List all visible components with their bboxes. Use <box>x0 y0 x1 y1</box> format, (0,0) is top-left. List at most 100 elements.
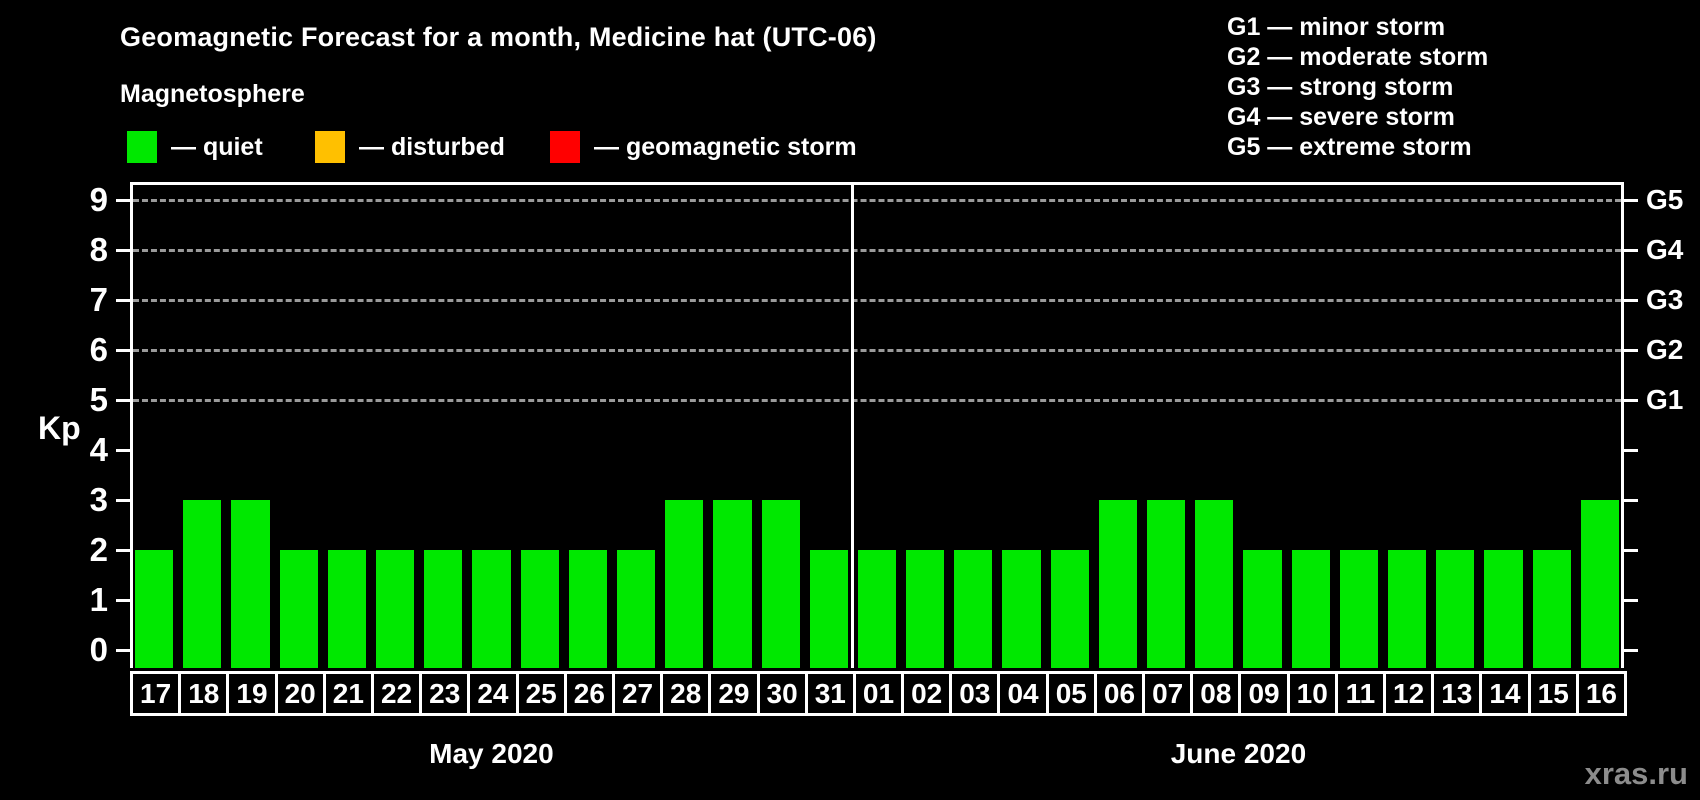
legend-label-geomagnetic-storm: — geomagnetic storm <box>594 132 857 161</box>
kp-bar-day-15 <box>1532 550 1571 668</box>
gridline-kp7 <box>133 299 1621 302</box>
day-label-23: 23 <box>419 671 468 716</box>
right-axis-tick <box>1624 449 1638 452</box>
kp-bar-day-12 <box>1388 550 1427 668</box>
kp-bar-day-14 <box>1484 550 1523 668</box>
kp-bar-day-29 <box>713 500 752 668</box>
month-label-may: May 2020 <box>429 738 554 769</box>
right-axis-tick <box>1624 249 1638 252</box>
kp-bar-day-31 <box>809 550 848 668</box>
day-label-24: 24 <box>467 671 516 716</box>
g-scale-label-g5: G5 <box>1646 184 1684 215</box>
legend-item-geomagnetic-storm: — geomagnetic storm <box>550 131 857 163</box>
disturbed-color-swatch <box>315 131 345 163</box>
right-axis-tick <box>1624 399 1638 402</box>
quiet-color-swatch <box>127 131 157 163</box>
right-axis-tick <box>1624 649 1638 652</box>
y-axis-tick <box>116 549 130 552</box>
day-label-10: 10 <box>1286 671 1335 716</box>
y-axis-label-4: 4 <box>89 431 108 468</box>
day-label-27: 27 <box>611 671 661 716</box>
kp-bar-day-23 <box>424 550 463 668</box>
day-label-29: 29 <box>708 671 757 716</box>
day-label-16: 16 <box>1575 671 1627 716</box>
kp-bar-day-20 <box>279 550 318 668</box>
day-label-08: 08 <box>1190 671 1239 716</box>
kp-bar-day-25 <box>520 550 559 668</box>
day-label-01: 01 <box>852 671 902 716</box>
chart-title: Geomagnetic Forecast for a month, Medici… <box>120 22 877 52</box>
kp-bar-day-05 <box>1050 550 1089 668</box>
y-axis-label-5: 5 <box>89 381 108 418</box>
y-axis-label-6: 6 <box>89 331 108 368</box>
g4-legend-line: G4 — severe storm <box>1227 103 1455 131</box>
g3-legend-line: G3 — strong storm <box>1227 73 1454 101</box>
g1-legend-line: G1 — minor storm <box>1227 13 1446 41</box>
right-axis-tick <box>1624 349 1638 352</box>
kp-bar-day-10 <box>1291 550 1330 668</box>
day-label-25: 25 <box>515 671 564 716</box>
gridline-kp9 <box>133 199 1621 202</box>
geomagnetic-storm-color-swatch <box>550 131 580 163</box>
kp-bar-day-22 <box>375 550 415 668</box>
y-axis-label-9: 9 <box>89 181 108 218</box>
day-label-17: 17 <box>130 671 179 716</box>
day-label-18: 18 <box>178 671 227 716</box>
day-label-12: 12 <box>1383 671 1432 716</box>
day-label-06: 06 <box>1093 671 1143 716</box>
y-axis-tick <box>116 499 130 502</box>
day-label-19: 19 <box>226 671 275 716</box>
legend-label-quiet: — quiet <box>171 132 263 161</box>
day-label-31: 31 <box>804 671 853 716</box>
y-axis-label-1: 1 <box>89 581 108 618</box>
kp-bar-day-19 <box>231 500 270 668</box>
day-label-13: 13 <box>1431 671 1480 716</box>
kp-bar-day-03 <box>954 550 993 668</box>
day-label-03: 03 <box>949 671 998 716</box>
kp-bar-day-07 <box>1147 500 1186 668</box>
day-label-26: 26 <box>563 671 612 716</box>
month-separator-line <box>851 182 855 668</box>
g-scale-label-g1: G1 <box>1646 384 1684 415</box>
day-label-07: 07 <box>1142 671 1191 716</box>
kp-bar-day-24 <box>472 550 511 668</box>
kp-bar-day-28 <box>665 500 704 668</box>
day-label-20: 20 <box>274 671 323 716</box>
kp-bar-day-06 <box>1098 500 1138 668</box>
gridline-kp5 <box>133 399 1621 402</box>
gridline-kp6 <box>133 349 1621 352</box>
plot-area <box>130 182 1624 668</box>
day-label-22: 22 <box>370 671 420 716</box>
y-axis-tick <box>116 599 130 602</box>
kp-bar-day-21 <box>327 550 366 668</box>
right-axis-tick <box>1624 599 1638 602</box>
day-label-11: 11 <box>1334 671 1384 716</box>
kp-bar-day-16 <box>1580 500 1619 668</box>
y-axis-tick <box>116 649 130 652</box>
kp-bar-day-09 <box>1243 550 1282 668</box>
day-label-21: 21 <box>322 671 371 716</box>
kp-bar-day-18 <box>183 500 222 668</box>
month-label-june: June 2020 <box>1170 738 1307 769</box>
right-axis-tick <box>1624 199 1638 202</box>
kp-bar-day-17 <box>135 550 174 668</box>
magnetosphere-label: Magnetosphere <box>120 80 305 108</box>
day-label-15: 15 <box>1527 671 1576 716</box>
y-axis-tick <box>116 199 130 202</box>
y-axis-tick <box>116 399 130 402</box>
g-scale-label-g3: G3 <box>1646 284 1684 315</box>
right-axis-tick <box>1624 549 1638 552</box>
y-axis-tick <box>116 349 130 352</box>
y-axis-tick <box>116 249 130 252</box>
legend-item-quiet: — quiet <box>127 131 263 163</box>
g5-legend-line: G5 — extreme storm <box>1227 133 1472 161</box>
g-scale-label-g4: G4 <box>1646 234 1684 265</box>
y-axis-label-2: 2 <box>89 531 108 568</box>
xras-watermark: xras.ru <box>1584 756 1688 791</box>
g-scale-label-g2: G2 <box>1646 334 1684 365</box>
kp-bar-day-02 <box>906 550 945 668</box>
kp-bar-day-11 <box>1339 550 1379 668</box>
kp-bar-day-01 <box>857 550 897 668</box>
gridline-kp8 <box>133 249 1621 252</box>
kp-bar-day-26 <box>568 550 607 668</box>
